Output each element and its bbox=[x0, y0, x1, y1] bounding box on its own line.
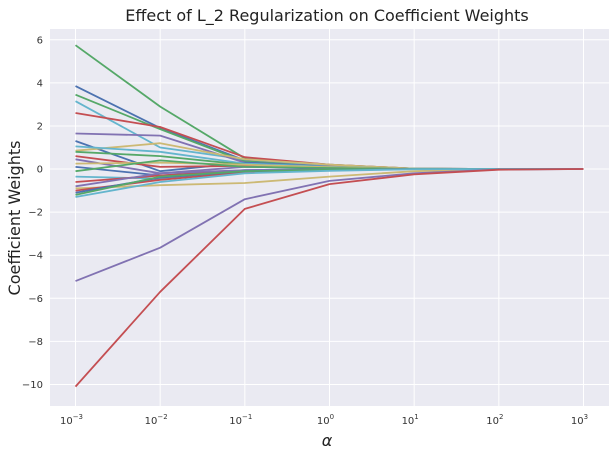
x-tick-base: 10 bbox=[486, 416, 499, 427]
x-tick-exponent: −1 bbox=[242, 413, 252, 421]
x-tick-base: 10 bbox=[402, 416, 415, 427]
grid bbox=[50, 29, 609, 406]
x-tick-label: 102 bbox=[486, 413, 503, 427]
chart-title: Effect of L_2 Regularization on Coeffici… bbox=[125, 6, 529, 26]
y-tick-labels: 6 4 2 0 −2 −4 −6 −8 −10 bbox=[22, 35, 43, 391]
x-tick-exponent: 1 bbox=[414, 413, 418, 421]
x-tick-exponent: −2 bbox=[157, 413, 167, 421]
x-tick-base: 10 bbox=[145, 416, 158, 427]
x-tick-base: 10 bbox=[229, 416, 242, 427]
x-tick-label: 100 bbox=[317, 413, 334, 427]
x-tick-exponent: 2 bbox=[499, 413, 503, 421]
series-line-25 bbox=[74, 168, 584, 388]
y-tick-label: −10 bbox=[22, 380, 43, 391]
x-tick-label: 101 bbox=[402, 413, 419, 427]
x-tick-label: 103 bbox=[571, 413, 588, 427]
y-tick-label: 6 bbox=[37, 35, 43, 46]
x-tick-label: 10−3 bbox=[60, 413, 83, 427]
y-tick-label: 2 bbox=[37, 121, 43, 132]
y-tick-label: 4 bbox=[37, 78, 43, 89]
x-tick-label: 10−1 bbox=[229, 413, 252, 427]
x-tick-base: 10 bbox=[60, 416, 73, 427]
y-tick-label: −6 bbox=[28, 294, 43, 305]
x-tick-exponent: 0 bbox=[330, 413, 334, 421]
y-tick-label: −2 bbox=[28, 208, 43, 219]
y-tick-label: 0 bbox=[37, 165, 43, 176]
x-tick-base: 10 bbox=[571, 416, 584, 427]
x-tick-exponent: −3 bbox=[73, 413, 83, 421]
x-axis-label: α bbox=[322, 431, 333, 450]
y-tick-label: −8 bbox=[28, 337, 43, 348]
x-tick-base: 10 bbox=[317, 416, 330, 427]
x-tick-exponent: 3 bbox=[584, 413, 588, 421]
x-tick-label: 10−2 bbox=[145, 413, 168, 427]
x-tick-labels: 10−3 10−2 10−1 100 101 102 103 bbox=[60, 413, 588, 427]
y-tick-label: −4 bbox=[28, 251, 43, 262]
series-group bbox=[74, 44, 584, 388]
y-axis-label: Coefficient Weights bbox=[5, 141, 24, 296]
